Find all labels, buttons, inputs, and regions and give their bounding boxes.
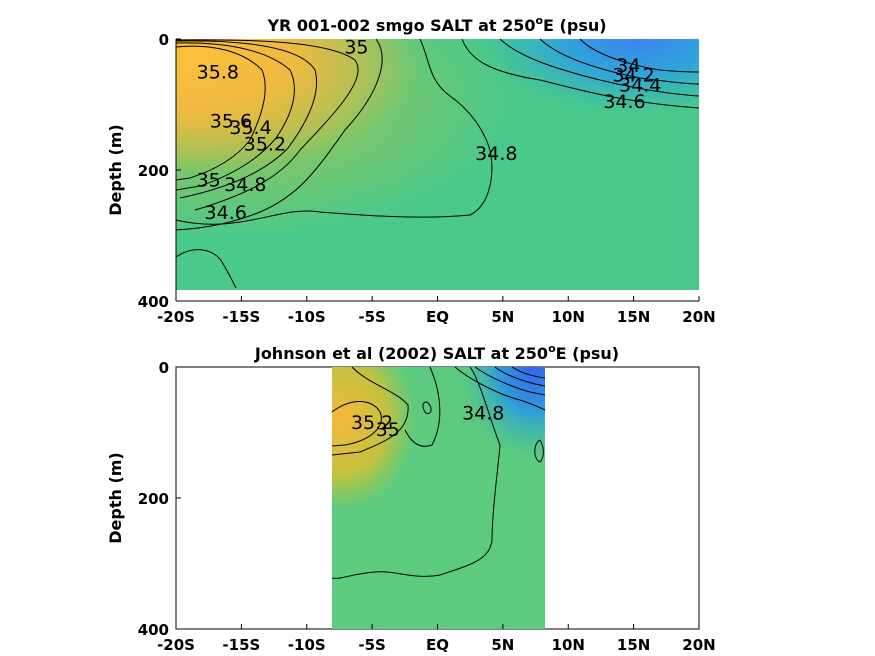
x-tick-label: 20N [682,308,715,326]
x-tick-label: EQ [426,308,449,326]
contour-label: 35.8 [197,61,239,83]
contour-line [175,38,493,225]
contour-line [175,42,295,191]
contour-line [175,45,266,181]
x-tick-label: EQ [426,636,449,654]
x-tick-label: -10S [288,636,326,654]
y-tick-label: 200 [138,490,169,508]
contour-line [175,39,359,211]
panel-2-contour-labels: 35.235 34.8 [351,402,504,440]
y-tick-label: 0 [159,359,169,377]
contour-label: 34.4 [619,74,661,96]
x-tick-label: 20N [682,636,715,654]
contour-line [499,38,700,97]
panel-2-contours [331,366,546,579]
contour-label: 35.2 [244,133,286,155]
contour-line [404,366,441,447]
contour-label: 34.2 [612,65,654,87]
panel-2-title: Johnson et al (2002) SALT at 250oE (psu) [254,342,619,363]
contour-label: 34.8 [462,402,504,424]
contour-line [175,38,383,231]
panel-2-ticks: -20S -15S -10S -5S EQ 5N 10N 15N 20N 0 200 400 [138,359,716,654]
contour-line [454,366,546,411]
contour-line [534,439,544,463]
contour-line [494,366,546,387]
x-tick-label: -20S [157,308,195,326]
y-tick-label: 400 [138,293,169,311]
contour-line [422,401,432,415]
contour-line [331,366,409,456]
panel-1-field-low [176,39,699,290]
contour-label: 34.6 [603,91,645,113]
x-tick-label: -20S [157,636,195,654]
contour-line [539,38,700,85]
x-tick-label: -5S [358,308,385,326]
contour-line [175,249,237,289]
contour-line [331,401,382,447]
panel-2: Johnson et al (2002) SALT at 250oE (psu)… [106,342,716,654]
panel-1-ticks: -20S -15S -10S -5S EQ 5N 10N 15N 20N 0 200 400 [138,31,716,326]
x-tick-label: -15S [222,308,260,326]
x-tick-label: -15S [222,636,260,654]
contour-label: 35.4 [229,117,271,139]
contour-line [175,40,318,199]
contour-line [511,366,546,379]
contour-line [474,366,546,396]
x-tick-label: 15N [617,636,650,654]
panel-1-contours [175,38,700,289]
contour-line [461,38,700,109]
x-tick-label: 5N [491,636,514,654]
panel-1: YR 001-002 smgo SALT at 250oE (psu) 35.8… [106,14,716,326]
contour-label: 34 [616,55,640,77]
contour-label: 34.8 [224,174,266,196]
x-tick-label: 10N [552,636,585,654]
contour-label: 34.6 [205,202,247,224]
contour-label: 35 [376,419,400,441]
contour-line [579,38,700,73]
contour-line [331,366,501,579]
x-tick-label: -5S [358,636,385,654]
contour-label: 35 [344,36,368,58]
x-tick-label: 5N [491,308,514,326]
x-tick-label: 15N [617,308,650,326]
y-tick-label: 200 [138,162,169,180]
panel-1-ylabel: Depth (m) [106,124,125,216]
contour-label: 35.2 [351,412,393,434]
panel-1-title: YR 001-002 smgo SALT at 250oE (psu) [266,14,606,35]
contour-label: 34.8 [475,143,517,165]
panel-2-field-low [332,367,545,629]
contour-label: 35 [197,169,221,191]
panel-2-ylabel: Depth (m) [106,452,125,544]
y-tick-label: 0 [159,31,169,49]
y-tick-label: 400 [138,621,169,639]
x-tick-label: -10S [288,308,326,326]
contour-label: 35.6 [210,110,252,132]
x-tick-label: 10N [552,308,585,326]
